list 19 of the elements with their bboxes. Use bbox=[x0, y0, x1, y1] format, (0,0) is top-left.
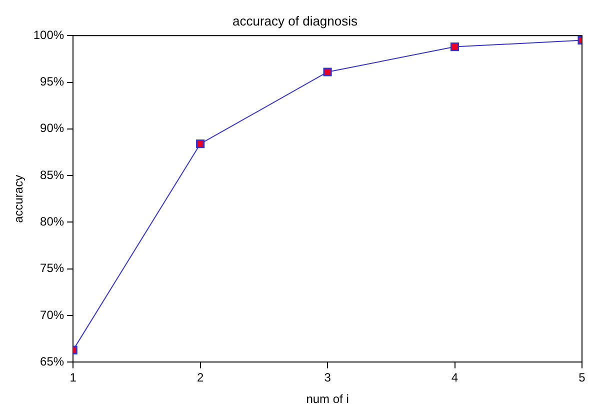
point bbox=[196, 140, 205, 148]
y-tick-label: 95% bbox=[40, 74, 64, 89]
y-tick-label: 65% bbox=[40, 354, 64, 369]
x-axis-title: num of i bbox=[306, 392, 349, 406]
y-tick-label: 90% bbox=[40, 121, 64, 136]
y-tick-label: 70% bbox=[40, 308, 64, 322]
x-tick-label: 1 bbox=[70, 370, 77, 385]
x-tick-label: 2 bbox=[196, 370, 204, 385]
chart-title: accuracy of diagnosis bbox=[232, 13, 358, 28]
x-tick-label: 3 bbox=[324, 370, 332, 385]
y-tick-label: 75% bbox=[40, 261, 64, 276]
x-tick-label: 5 bbox=[578, 370, 586, 385]
y-axis-title: accuracy bbox=[12, 174, 26, 223]
y-tick-label: 80% bbox=[40, 214, 64, 229]
point bbox=[450, 42, 460, 52]
point bbox=[323, 68, 332, 76]
y-tick-label: 100% bbox=[33, 28, 64, 42]
y-tick-label: 85% bbox=[40, 168, 64, 182]
x-tick-label: 4 bbox=[451, 370, 458, 385]
